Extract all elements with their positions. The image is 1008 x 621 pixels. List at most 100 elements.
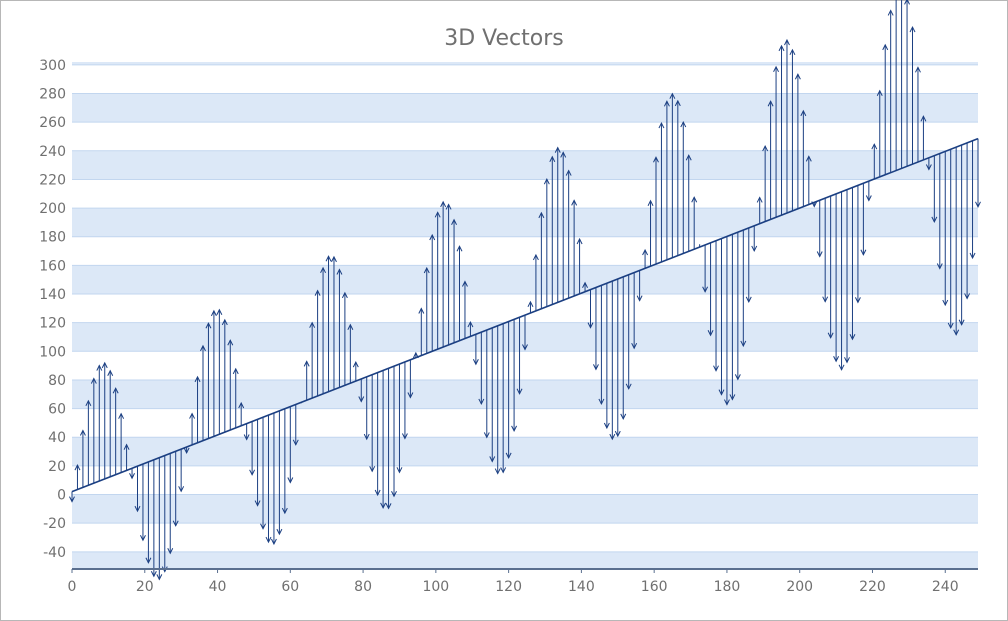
vector-head xyxy=(101,361,108,369)
vector-head xyxy=(767,100,774,107)
vector-head xyxy=(249,469,256,476)
vector-head xyxy=(931,216,938,223)
vector-arrow xyxy=(440,200,447,348)
vector-head xyxy=(702,286,709,293)
y-tick-label: 100 xyxy=(39,344,66,360)
vector-arrow xyxy=(685,154,692,252)
vector-head xyxy=(805,155,812,162)
vector-head xyxy=(887,9,894,16)
vector-arrow xyxy=(489,327,496,463)
vector-arrow xyxy=(391,366,397,498)
vector-head xyxy=(505,452,512,459)
vector-head xyxy=(674,99,681,107)
vector-arrow xyxy=(418,307,425,356)
vector-head xyxy=(243,434,250,441)
vector-head xyxy=(96,364,103,371)
vector-base-line xyxy=(71,137,979,493)
vector-arrow xyxy=(593,287,599,371)
vector-head xyxy=(309,321,316,328)
vector-arrow xyxy=(674,99,681,256)
vector-head xyxy=(882,43,889,51)
vector-arrow xyxy=(745,227,752,304)
vector-arrow xyxy=(129,468,135,480)
vector-arrow xyxy=(653,156,659,265)
vector-head xyxy=(380,502,387,509)
vector-arrow xyxy=(254,419,261,507)
vector-head xyxy=(685,154,692,161)
vector-arrow xyxy=(434,211,441,350)
vector-head xyxy=(942,299,949,307)
vector-head xyxy=(576,237,583,245)
vector-arrow xyxy=(751,225,758,253)
vector-head xyxy=(205,322,212,329)
y-tick-label: 80 xyxy=(48,373,66,389)
vector-arrow xyxy=(134,466,141,513)
vector-arrow xyxy=(270,412,277,546)
vector-arrow xyxy=(538,211,545,309)
vector-head xyxy=(653,156,659,163)
vector-head xyxy=(451,218,457,225)
x-tick-label: 240 xyxy=(932,579,959,595)
vector-head xyxy=(210,309,217,317)
vector-arrow xyxy=(145,461,152,564)
x-tick-label: 220 xyxy=(859,579,886,595)
vector-arrow xyxy=(582,281,588,292)
vector-arrow xyxy=(178,449,185,493)
vector-arrow xyxy=(740,230,747,348)
vector-arrow xyxy=(227,339,234,430)
vector-arrow xyxy=(794,73,801,209)
vector-head xyxy=(156,574,163,581)
vector-arrow xyxy=(325,255,332,392)
vector-arrow xyxy=(805,155,812,205)
vector-head xyxy=(565,169,572,176)
vector-arrow xyxy=(183,446,190,454)
vector-head xyxy=(494,468,501,475)
vector-head xyxy=(320,266,327,274)
vector-head xyxy=(920,115,927,122)
vector-arrow xyxy=(140,464,146,542)
vector-head xyxy=(341,291,348,299)
vector-arrow xyxy=(156,457,163,581)
vector-arrow xyxy=(554,146,561,303)
vector-head xyxy=(740,340,747,348)
vector-head xyxy=(603,422,610,430)
vector-arrow xyxy=(205,322,212,439)
y-axis-ticks: -40 -20 0 20 40 60 80 100 120 140 160 180 200 220 240 2… xyxy=(39,58,66,561)
vector-arrow xyxy=(260,417,266,530)
vector-head xyxy=(958,319,965,326)
vector-head xyxy=(483,432,490,439)
vector-arrow xyxy=(112,387,119,475)
vector-head xyxy=(418,307,425,314)
vector-arrow xyxy=(784,38,790,214)
vector-arrow xyxy=(483,330,490,439)
vector-arrow xyxy=(445,203,452,345)
vector-arrow xyxy=(527,300,534,314)
vector-head xyxy=(663,100,670,107)
vector-head xyxy=(331,255,337,263)
vector-arrow xyxy=(854,185,861,304)
vector-arrow xyxy=(467,320,474,337)
vector-arrow xyxy=(249,421,256,476)
vector-head xyxy=(358,396,365,403)
vector-arrow xyxy=(287,406,294,484)
x-tick-label: 40 xyxy=(209,579,227,595)
vector-head xyxy=(543,178,550,185)
vector-arrow xyxy=(314,289,321,396)
vector-head xyxy=(593,364,599,371)
vector-arrow xyxy=(964,142,971,300)
vector-head xyxy=(516,388,523,395)
vector-arrow xyxy=(756,196,763,224)
vector-arrow xyxy=(543,178,550,307)
vector-arrow xyxy=(849,187,856,341)
vector-head xyxy=(936,263,943,270)
vector-head xyxy=(303,360,310,367)
vector-head xyxy=(522,344,528,351)
vector-head xyxy=(276,528,283,536)
vector-arrow xyxy=(904,0,910,167)
vector-arrow xyxy=(713,240,719,372)
vector-arrow xyxy=(614,278,621,438)
y-tick-label: 40 xyxy=(48,430,66,446)
vector-head xyxy=(789,48,796,56)
vector-head xyxy=(112,387,119,394)
vector-head xyxy=(347,323,354,330)
